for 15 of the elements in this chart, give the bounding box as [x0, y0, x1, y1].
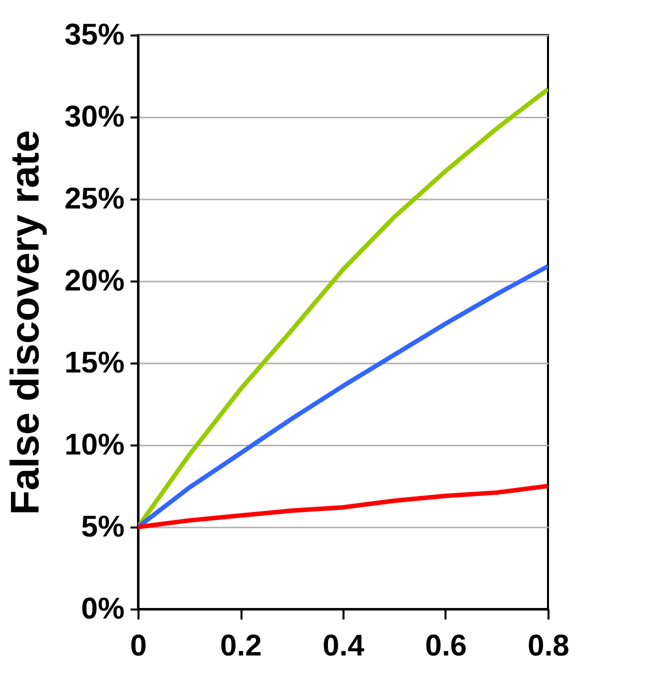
- y-tick-label: 15%: [64, 346, 124, 380]
- y-axis-title: False discovery rate: [3, 130, 48, 515]
- y-tick-label: 25%: [64, 182, 124, 216]
- y-tick-label: 10%: [64, 428, 124, 462]
- x-tick-label: 0.2: [220, 630, 262, 662]
- y-tick-label: 35%: [64, 18, 124, 52]
- line-series: [138, 484, 548, 530]
- x-tick-label: 0.8: [528, 630, 570, 662]
- y-tick-label: 5%: [81, 510, 124, 544]
- x-tick-label: 0.6: [425, 630, 467, 662]
- x-tick-label: 0.4: [322, 630, 365, 662]
- y-tick-label: 20%: [64, 264, 124, 298]
- y-tick-label: 0%: [81, 592, 124, 626]
- x-tick-label: 0: [130, 630, 147, 662]
- y-tick-label: 30%: [64, 100, 124, 134]
